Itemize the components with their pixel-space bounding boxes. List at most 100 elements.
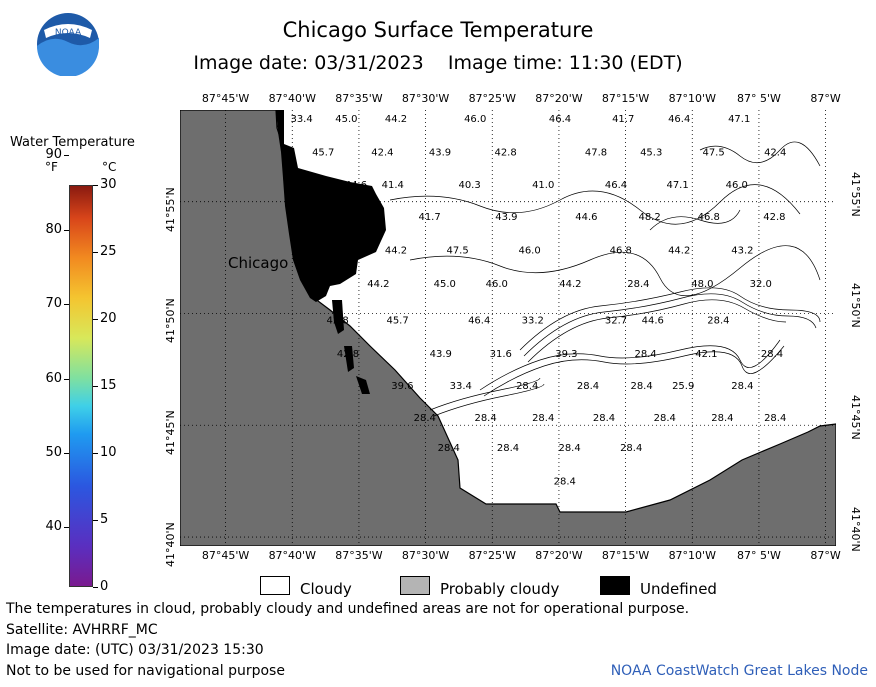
celsius-tick-mark: [93, 252, 98, 253]
undefined-area: [356, 376, 370, 394]
temperature-value: 46.0: [464, 114, 486, 125]
longitude-label: 87°35'W: [335, 92, 383, 105]
longitude-label: 87°20'W: [535, 92, 583, 105]
celsius-tick-mark: [93, 587, 98, 588]
isotherm-contours: [389, 141, 821, 417]
temperature-value: 47.5: [702, 148, 724, 159]
temperature-value: 31.6: [490, 349, 512, 360]
longitude-label: 87°35'W: [335, 549, 383, 562]
longitude-labels-top: 87°45'W 87°40'W 87°35'W 87°30'W 87°25'W 87°20…: [168, 92, 848, 106]
temperature-map: 33.4 45.0 44.2 46.0 46.4 41.7 46.4 47.1 45.7 42.4…: [180, 110, 836, 546]
legend-swatch-probably-cloudy: [400, 576, 430, 595]
longitude-label: 87°40'W: [268, 92, 316, 105]
temperature-value: 40.3: [458, 180, 480, 191]
longitude-label: 87°45'W: [201, 549, 250, 562]
latitude-label: 41°55'N: [164, 186, 177, 232]
longitude-label: 87° 5'W: [736, 92, 781, 105]
temperature-value: 39.3: [555, 349, 577, 360]
noaa-logo-icon: NOAA: [37, 13, 99, 76]
latitude-label: 41°45'N: [849, 395, 862, 440]
temperature-value: 33.4: [290, 114, 312, 125]
longitude-label: 87°10'W: [668, 549, 716, 562]
temperature-value: 47.5: [446, 246, 468, 257]
fahrenheit-tick-mark: [64, 229, 69, 231]
celsius-tick-label: 25: [100, 244, 117, 259]
legend-swatch-undefined: [600, 576, 630, 595]
operational-notice: The temperatures in cloud, probably clou…: [6, 601, 690, 617]
chicago-marker: [297, 243, 307, 253]
fahrenheit-tick-label: 60: [45, 370, 62, 386]
temperature-value: 43.5: [355, 212, 377, 223]
temperature-value: 33.4: [450, 381, 472, 392]
temperature-value: 43.9: [430, 349, 452, 360]
temperature-value: 28.4: [620, 443, 642, 454]
celsius-tick-label: 20: [100, 311, 117, 326]
longitude-label: 87°25'W: [468, 549, 516, 562]
celsius-tick-mark: [93, 520, 98, 521]
legend-swatch-cloudy: [260, 576, 290, 595]
temperature-value: 28.4: [593, 413, 615, 424]
temperature-value: 33.2: [522, 315, 544, 326]
temperature-value: 46.4: [468, 315, 490, 326]
celsius-tick-label: 30: [100, 177, 117, 192]
fahrenheit-tick-mark: [64, 453, 69, 454]
image-date-time: Image date: 03/31/2023 Image time: 11:30…: [193, 52, 683, 74]
temperature-value: 44.2: [385, 114, 407, 125]
temperature-value: 45.3: [640, 148, 662, 159]
legend-label-cloudy: Cloudy: [300, 580, 352, 598]
credit-link[interactable]: NOAA CoastWatch Great Lakes Node: [610, 663, 868, 679]
latitude-label: 41°40'N: [849, 507, 862, 552]
temperature-value: 46.8: [698, 212, 720, 223]
temperature-value: 45.7: [312, 148, 334, 159]
temperature-value: 45.7: [386, 315, 408, 326]
temperature-value: 44.2: [668, 246, 690, 257]
temperature-value: 28.4: [414, 413, 436, 424]
fahrenheit-tick-mark: [64, 378, 69, 380]
temperature-value: 47.8: [585, 148, 607, 159]
fahrenheit-tick-mark: [64, 527, 69, 529]
place-label-chicago: Chicago: [228, 254, 288, 272]
temperature-value: 44.6: [309, 212, 331, 223]
temperature-labels: 33.4 45.0 44.2 46.0 46.4 41.7 46.4 47.1 45.7 42.4…: [290, 114, 786, 487]
temperature-value: 43.9: [495, 212, 517, 223]
temperature-value: 47.1: [666, 180, 688, 191]
celsius-tick-label: 0: [100, 579, 109, 594]
temperature-value: 32.7: [605, 315, 627, 326]
temperature-value: 48.0: [691, 279, 713, 290]
temperature-value: 46.0: [726, 180, 748, 191]
temperature-value: 47.1: [728, 114, 750, 125]
temperature-value: 42.1: [695, 349, 717, 360]
celsius-tick-label: 10: [100, 445, 117, 460]
temperature-value: 28.4: [630, 381, 652, 392]
temperature-value: 46.0: [518, 246, 540, 257]
color-scale-bar: [69, 185, 93, 587]
map-title: Chicago Surface Temperature: [282, 18, 594, 42]
temperature-value: 46.0: [486, 279, 508, 290]
legend-label-probably-cloudy: Probably cloudy: [440, 580, 560, 598]
temperature-value: 28.4: [474, 413, 496, 424]
temperature-value: 42.8: [337, 349, 359, 360]
longitude-label: 87° 5'W: [736, 549, 781, 562]
longitude-label: 87°25'W: [468, 92, 516, 105]
temperature-value: 28.4: [654, 413, 676, 424]
longitude-label: 87°W: [810, 92, 841, 105]
temperature-value: 28.4: [761, 349, 783, 360]
temperature-value: 44.2: [385, 246, 407, 257]
temperature-value: 28.4: [711, 413, 733, 424]
temperature-value: 28.4: [764, 413, 786, 424]
temperature-value: 42.4: [371, 148, 393, 159]
fahrenheit-tick-label: 90: [45, 147, 62, 163]
unit-celsius: °C: [102, 160, 117, 174]
temperature-value: 48.2: [638, 212, 660, 223]
temperature-value: 43.2: [731, 246, 753, 257]
temperature-value: 28.4: [438, 443, 460, 454]
celsius-tick-label: 5: [100, 512, 109, 527]
undefined-area: [344, 346, 354, 372]
temperature-value: 45.0: [434, 279, 456, 290]
legend-title: Water Temperature: [10, 135, 135, 150]
longitude-label: 87°W: [810, 549, 841, 562]
temperature-value: 41.0: [532, 180, 554, 191]
latitude-label: 41°55'N: [849, 171, 862, 217]
fahrenheit-tick-mark: [64, 304, 69, 306]
fahrenheit-tick-label: 70: [45, 296, 62, 312]
